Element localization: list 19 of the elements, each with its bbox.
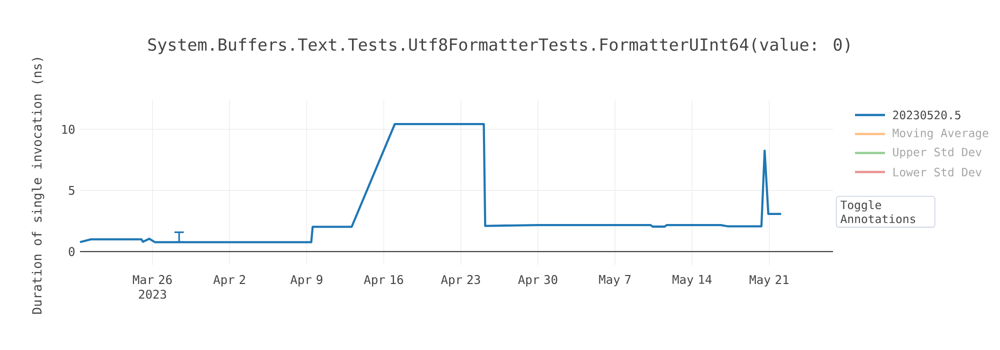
text: Toggle Annotations <box>840 200 916 224</box>
y-tick-label: 0 <box>68 247 75 256</box>
legend-label: 20230520.5 <box>893 110 960 120</box>
y-tick-label: 5 <box>68 186 74 195</box>
x-tick-label: May 7 <box>599 275 631 286</box>
x-tick-label: Apr 23 <box>441 275 480 286</box>
x-tick-label: Mar 26 2023 <box>132 275 172 299</box>
x-tick-label: May 21 <box>750 275 788 286</box>
x-tick-label: Apr 16 <box>364 275 404 286</box>
y-tick-label: 10 <box>62 124 75 134</box>
legend-label: Lower Std Dev <box>893 168 982 176</box>
x-tick-label: Apr 30 <box>518 275 558 286</box>
x-tick-label: Apr 2 <box>213 275 246 286</box>
legend-label: Upper Std Dev <box>893 147 982 159</box>
x-tick-label: Apr 9 <box>290 275 322 286</box>
x-tick-label: May 14 <box>672 275 712 286</box>
legend-label: Moving Average <box>892 128 988 140</box>
chart-title: System.Buffers.Text.Tests.Utf8FormatterTests.FormatterUInt64(value: 0) <box>148 38 850 54</box>
y-axis-title: Duration of single invocation (ns) <box>32 58 44 314</box>
